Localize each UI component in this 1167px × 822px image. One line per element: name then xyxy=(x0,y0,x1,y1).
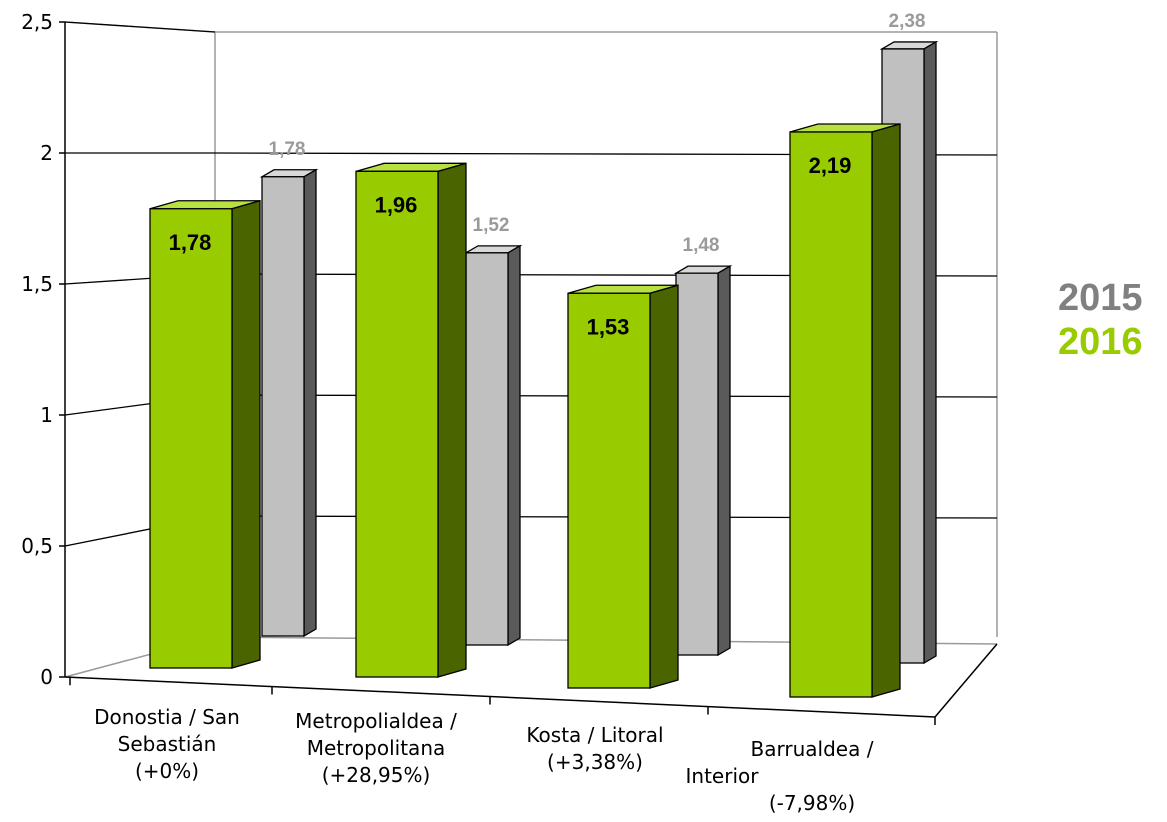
category-label: Metropolialdea / Metropolitana (+28,95%) xyxy=(295,709,457,787)
category-label-line: (-7,98%) xyxy=(769,791,855,815)
legend-entry-2016: 2016 xyxy=(1058,321,1143,363)
category-label-line: (+28,95%) xyxy=(322,763,431,787)
bar-2016 xyxy=(355,162,467,678)
y-tick-label: 0 xyxy=(40,665,53,689)
bar-side-face xyxy=(871,123,901,698)
category-label-line: Barrualdea / xyxy=(751,737,874,761)
category-label-line: Metropolialdea / xyxy=(295,709,457,733)
data-label-2015: 1,78 xyxy=(269,139,306,160)
bar-side-face xyxy=(303,168,317,638)
bar-2016 xyxy=(567,284,679,689)
category-label-line: (+3,38%) xyxy=(547,750,643,774)
bar-side-face xyxy=(717,265,731,657)
y-tick-label: 2,5 xyxy=(21,10,53,34)
data-label-2016: 2,19 xyxy=(809,153,852,178)
category-label-line: Interior xyxy=(686,764,760,788)
bar-front-face xyxy=(789,131,873,698)
bar-front-face xyxy=(261,176,305,637)
data-label-2016: 1,78 xyxy=(169,230,212,255)
bar-side-face xyxy=(507,244,521,647)
bar-front-face xyxy=(567,292,651,689)
bar-side-face xyxy=(437,162,467,678)
category-label-line: Donostia / San xyxy=(94,705,240,729)
y-tick-label: 1 xyxy=(40,403,53,427)
data-label-2015: 1,52 xyxy=(473,215,510,236)
bar-2016 xyxy=(789,123,901,698)
bar-side-face xyxy=(649,284,679,689)
bar-2015 xyxy=(259,168,319,638)
category-label: Barrualdea / Interior (-7,98%) xyxy=(686,737,874,815)
data-label-2016: 1,53 xyxy=(587,314,630,339)
category-label-line: (+0%) xyxy=(135,759,199,783)
data-label-2016: 1,96 xyxy=(375,192,418,217)
bar-side-face xyxy=(923,40,937,665)
category-label: Donostia / San Sebastián (+0%) xyxy=(94,705,240,783)
bar-2015 xyxy=(463,244,523,647)
bar-front-face xyxy=(355,170,439,678)
data-label-2015: 2,38 xyxy=(889,11,926,32)
category-labels: Donostia / San Sebastián (+0%) Metropoliald… xyxy=(94,705,874,815)
category-label-line: Kosta / Litoral xyxy=(526,723,663,747)
bar-2015 xyxy=(673,265,733,657)
category-label-line: Sebastián xyxy=(118,732,217,756)
y-tick-label: 2 xyxy=(40,141,53,165)
category-label: Kosta / Litoral (+3,38%) xyxy=(526,723,663,774)
y-axis-ticks: 00,511,522,5 xyxy=(21,10,936,725)
bar-2016 xyxy=(149,199,261,669)
y-tick-label: 1,5 xyxy=(21,272,53,296)
gridline-left xyxy=(64,21,216,33)
x-axis-line xyxy=(64,676,936,718)
bar-front-face xyxy=(675,272,719,656)
category-label-line: Metropolitana xyxy=(307,736,446,760)
floor-right-edge xyxy=(934,643,998,718)
bars: 1,78 1,52 1,48 2,38 1,78 1,96 1,53 2,19 xyxy=(149,11,939,698)
data-label-2015: 1,48 xyxy=(683,235,720,256)
bar-front-face xyxy=(149,208,233,669)
bar-side-face xyxy=(231,199,261,669)
bar-front-face xyxy=(465,252,509,646)
y-tick-label: 0,5 xyxy=(21,534,53,558)
legend-entry-2015: 2015 xyxy=(1058,277,1143,319)
